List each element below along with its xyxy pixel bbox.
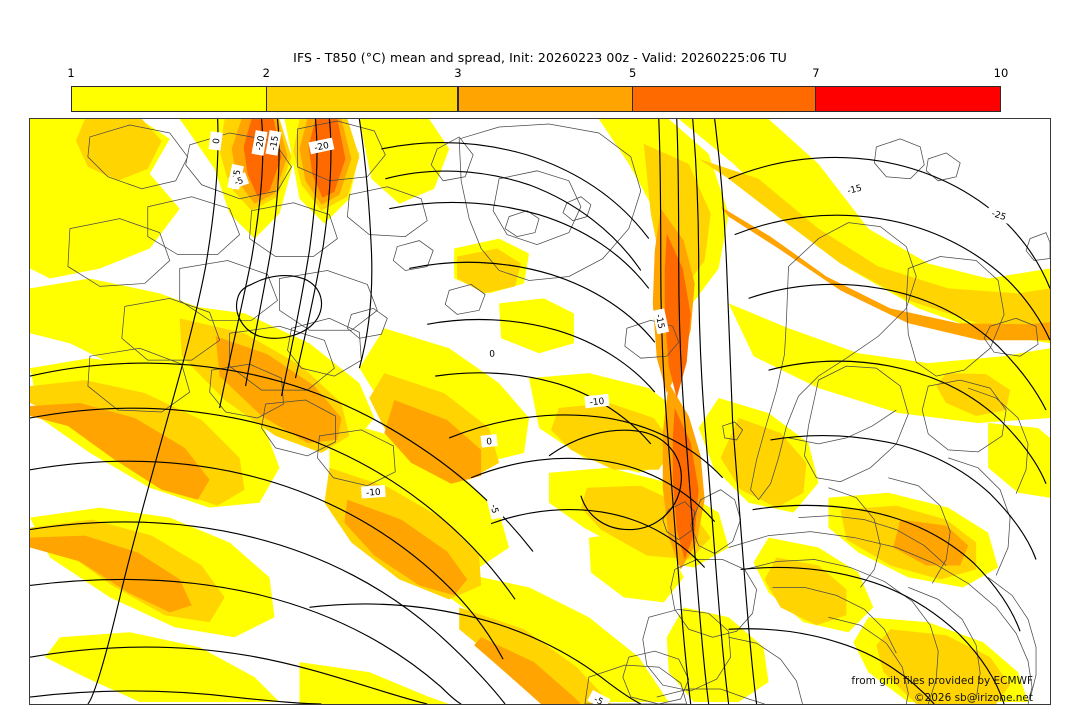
svg-text:-25: -25 [990, 209, 1007, 223]
svg-text:-20: -20 [255, 135, 267, 151]
copyright-text: ©2026 sb@irizone.net [914, 692, 1033, 704]
colorbar-tick-3: 3 [454, 66, 462, 80]
svg-text:-15: -15 [269, 135, 281, 151]
svg-text:-10: -10 [366, 488, 382, 499]
colorbar-container: 1 2 3 5 7 10 [67, 66, 1008, 112]
svg-text:-5: -5 [233, 176, 245, 188]
colorbar-separator [631, 87, 634, 111]
colorbar-segment-5-7 [632, 87, 816, 111]
grib-credit-text: from grib files provided by ECMWF [851, 675, 1033, 687]
svg-text:-5: -5 [488, 503, 500, 514]
svg-text:-5: -5 [592, 695, 605, 704]
colorbar-tick-5: 5 [629, 66, 637, 80]
svg-text:0: 0 [486, 437, 493, 448]
svg-text:0: 0 [212, 137, 223, 144]
page-title: IFS - T850 (°C) mean and spread, Init: 2… [293, 50, 787, 65]
map-plot-area[interactable]: 0 -20 -15 -20 [29, 118, 1051, 705]
colorbar-segment-7-10 [815, 87, 1000, 111]
svg-text:-10: -10 [589, 397, 605, 408]
svg-text:-20: -20 [314, 141, 331, 154]
colorbar-separator [814, 87, 816, 111]
colorbar-segment-2-3 [266, 87, 459, 111]
colorbar-tick-10: 10 [993, 66, 1009, 80]
colorbar-segment-1-2 [72, 87, 267, 111]
colorbar-tick-7: 7 [812, 66, 820, 80]
isotherm-contours [30, 119, 1050, 704]
coastlines [67, 120, 1050, 704]
colorbar-separator [266, 87, 268, 111]
colorbar-tick-1: 1 [67, 66, 75, 80]
svg-text:-15: -15 [653, 313, 666, 329]
colorbar-separator [457, 87, 459, 111]
spread-colorbar [71, 86, 1001, 112]
svg-text:-15: -15 [846, 184, 863, 197]
colorbar-tick-2: 2 [262, 66, 270, 80]
contour-value-labels: 0 -20 -15 -20 [208, 130, 1013, 704]
svg-text:0: 0 [489, 350, 495, 360]
colorbar-segment-3-5 [458, 87, 633, 111]
map-canvas: 0 -20 -15 -20 [30, 119, 1050, 704]
